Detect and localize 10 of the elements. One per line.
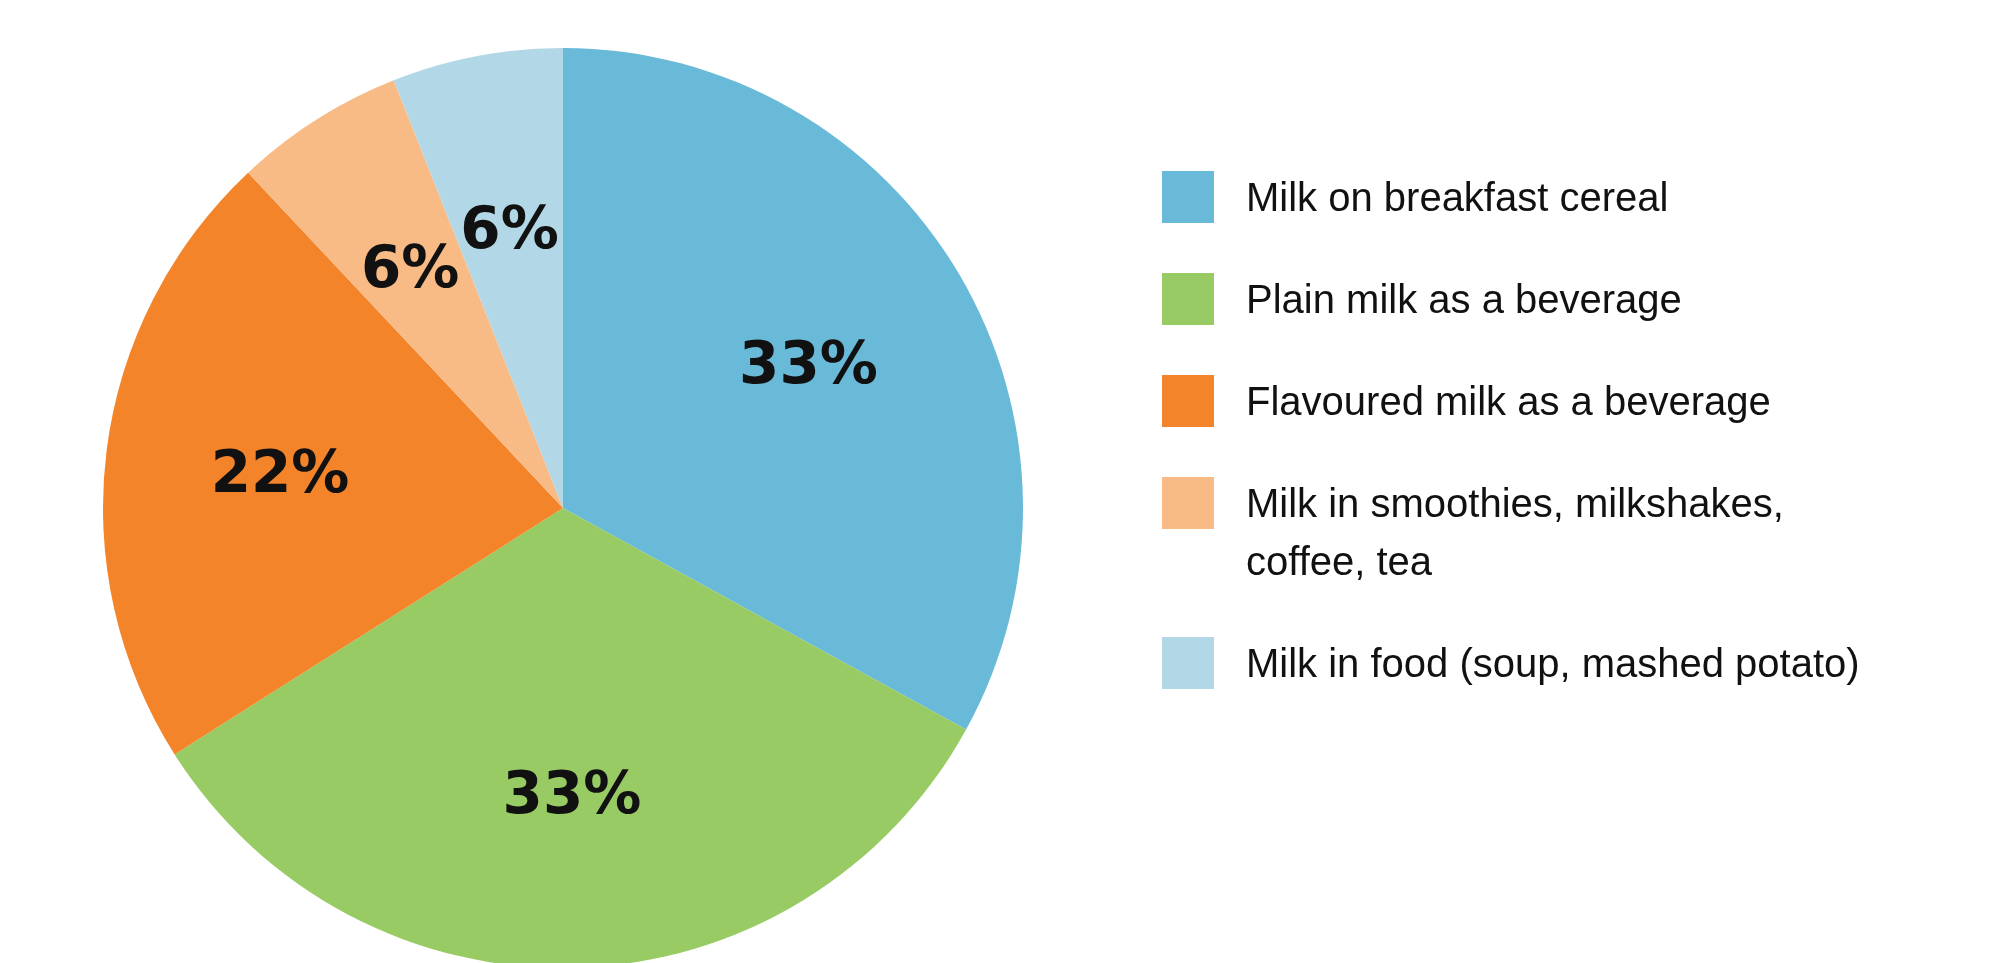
legend-label: Plain milk as a beverage [1246, 277, 1682, 321]
legend-label: Milk in smoothies, milkshakes, coffee, tea [1246, 481, 1784, 583]
data-label: 6% [460, 193, 559, 262]
legend-label: Milk on breakfast cereal [1246, 175, 1669, 219]
legend-label: Milk in food (soup, mashed potato) [1246, 641, 1860, 685]
data-label: 22% [210, 438, 350, 507]
data-label: 33% [502, 759, 642, 828]
data-label: 33% [739, 328, 878, 397]
legend-label: Flavoured milk as a beverage [1246, 379, 1771, 423]
data-label: 6% [360, 233, 460, 302]
